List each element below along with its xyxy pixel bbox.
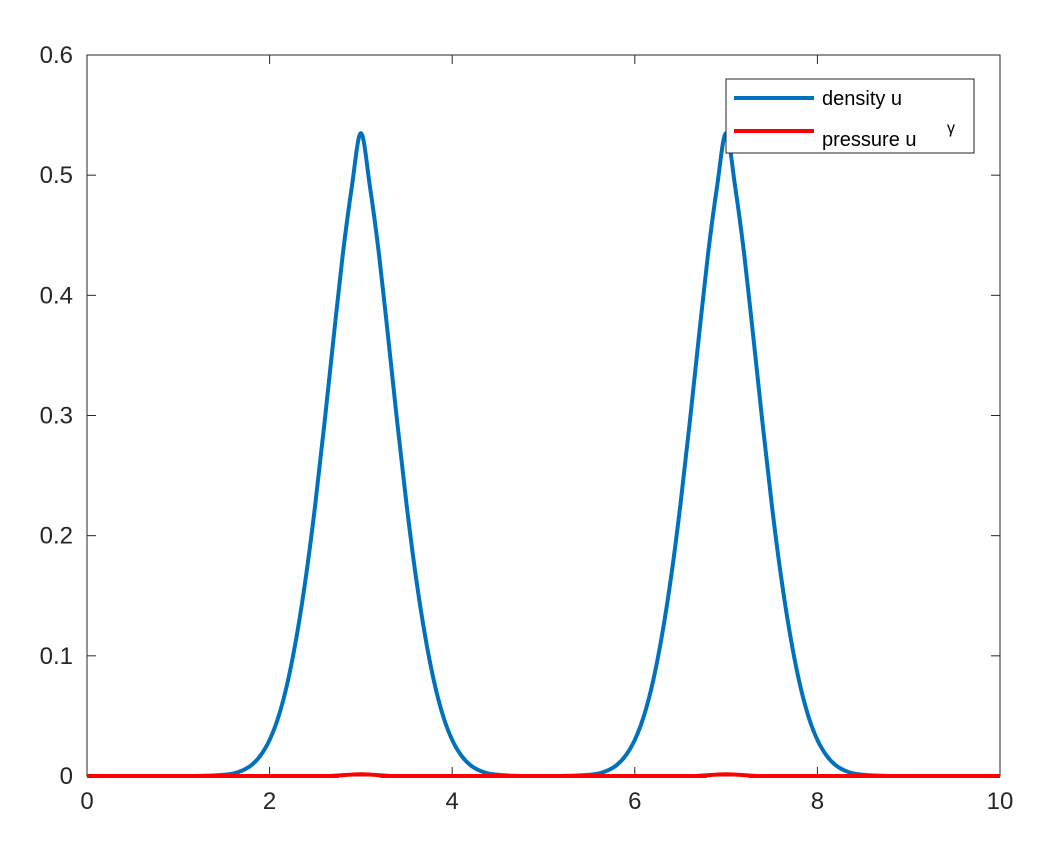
x-tick-label: 2 [263,788,276,815]
series-line-pressure [86,772,1000,779]
legend-label-pressure: pressure u [822,129,917,151]
x-tick-label: 8 [811,788,824,815]
y-tick-label: 0.4 [40,282,73,309]
x-tick-label: 6 [628,788,641,815]
y-tick-label: 0.2 [40,523,73,550]
legend-label-pressure-superscript: γ [947,120,955,137]
y-tick-label: 0 [60,763,73,790]
x-tick-label: 10 [987,788,1014,815]
plot-area [86,54,1001,777]
y-tick-label: 0.3 [40,403,73,430]
legend: density u pressure u γ [725,78,975,154]
legend-label-density: density u [822,88,902,110]
axis-tick-labels: 0 2 4 6 8 10 0 0.1 0.2 0.3 0.4 0.5 0.6 [40,42,1014,815]
y-tick-label: 0.6 [40,42,73,69]
legend-box [725,78,975,154]
y-tick-label: 0.5 [40,162,73,189]
x-tick-label: 4 [446,788,459,815]
y-tick-label: 0.1 [40,643,73,670]
x-tick-label: 0 [80,788,93,815]
series-lines [86,131,1000,779]
